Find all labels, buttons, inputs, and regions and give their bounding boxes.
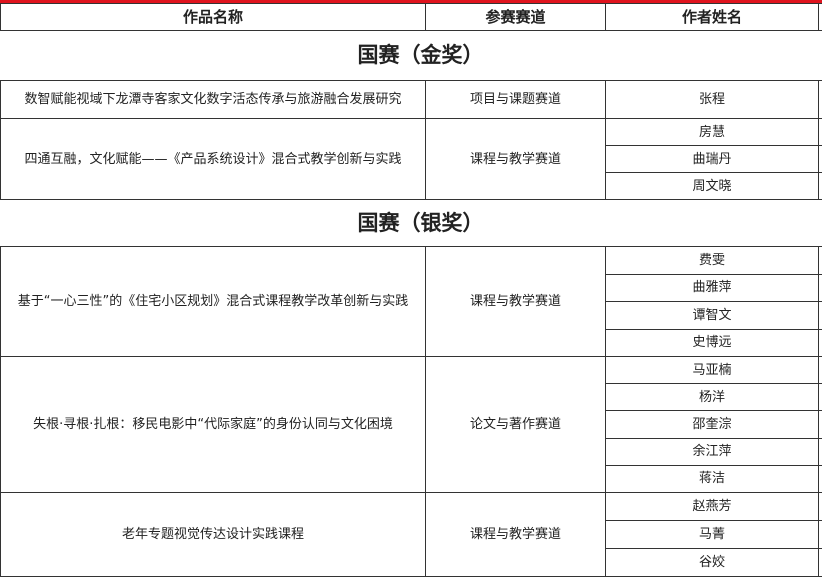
col-header-authors: 作者姓名 (605, 3, 819, 31)
table-header: 作品名称 参赛赛道 作者姓名 (0, 3, 822, 31)
author-name: 曲雅萍 (605, 273, 819, 302)
extra-cell (818, 410, 822, 439)
extra-cell (818, 519, 822, 549)
table-row: 周文晓 (1, 172, 822, 200)
table-row: 马菁 (1, 519, 822, 549)
extra-cell (818, 491, 822, 521)
extra-cell (818, 172, 822, 200)
author-name: 房慧 (605, 118, 819, 146)
entry-track: 论文与著作赛道 (425, 356, 606, 493)
extra-cell (818, 145, 822, 173)
table-row: 曲瑞丹 (1, 145, 822, 173)
entry-title: 失根·寻根·扎根：移民电影中“代际家庭”的身份认同与文化困境 (0, 356, 426, 493)
table-row: 曲雅萍 (1, 273, 822, 302)
section-heading: 国赛（银奖） (0, 199, 822, 247)
author-name: 费雯 (605, 246, 819, 275)
table-row: 基于“一心三性”的《住宅小区规划》混合式课程教学改革创新与实践 课程与教学赛道 费雯 (0, 246, 822, 357)
extra-cell (818, 301, 822, 330)
extra-cell (818, 355, 822, 385)
extra-cell (818, 273, 822, 302)
extra-cell (818, 383, 822, 412)
author-name: 马亚楠 (605, 355, 819, 385)
entry-track: 课程与教学赛道 (425, 491, 606, 577)
extra-cell (818, 437, 822, 466)
extra-cell (818, 80, 822, 119)
col-header-track: 参赛赛道 (425, 3, 606, 31)
author-name: 史博远 (605, 328, 819, 357)
entry-title: 四通互融，文化赋能——《产品系统设计》混合式教学创新与实践 (0, 118, 426, 200)
entry-track: 课程与教学赛道 (425, 118, 606, 200)
extra-cell (818, 246, 822, 275)
table-row: 数智赋能视域下龙潭寺客家文化数字活态传承与旅游融合发展研究 项目与课题赛道 张程 (0, 80, 822, 119)
author-name: 周文晓 (605, 172, 819, 200)
section-heading: 国赛（金奖） (0, 30, 822, 81)
extra-cell (818, 118, 822, 146)
author-name: 邵奎淙 (605, 410, 819, 439)
author-name: 张程 (605, 80, 819, 119)
extra-cell (818, 464, 822, 493)
entry-track: 项目与课题赛道 (425, 80, 606, 119)
author-name: 余江萍 (605, 437, 819, 466)
col-header-title: 作品名称 (0, 3, 426, 31)
entry-title: 老年专题视觉传达设计实践课程 (0, 491, 426, 577)
table-row: 老年专题视觉传达设计实践课程 课程与教学赛道 赵燕芳 (0, 491, 822, 577)
author-name: 谷姣 (605, 547, 819, 577)
awards-table: 作品名称 参赛赛道 作者姓名 国赛（金奖） 数智赋能视域下龙潭寺客家文化数字活态传… (0, 3, 822, 577)
entry-title: 数智赋能视域下龙潭寺客家文化数字活态传承与旅游融合发展研究 (0, 80, 426, 119)
section-row: 国赛（银奖） (0, 199, 822, 247)
author-name: 马菁 (605, 519, 819, 549)
author-name: 曲瑞丹 (605, 145, 819, 173)
table-row: 失根·寻根·扎根：移民电影中“代际家庭”的身份认同与文化困境 论文与著作赛道 马亚楠 (0, 355, 822, 493)
author-name: 谭智文 (605, 301, 819, 330)
table-row: 余江萍 (1, 437, 822, 466)
section-row: 国赛（金奖） (0, 30, 822, 81)
entry-track: 课程与教学赛道 (425, 246, 606, 357)
top-red-bar (0, 0, 822, 3)
table-row: 四通互融，文化赋能——《产品系统设计》混合式教学创新与实践 课程与教学赛道 房慧 (0, 118, 822, 200)
author-name: 赵燕芳 (605, 491, 819, 521)
extra-cell (818, 328, 822, 357)
table-row: 谷姣 (1, 547, 822, 577)
extra-cell (818, 547, 822, 577)
entry-title: 基于“一心三性”的《住宅小区规划》混合式课程教学改革创新与实践 (0, 246, 426, 357)
author-name: 杨洋 (605, 383, 819, 412)
author-name: 蒋洁 (605, 464, 819, 493)
col-header-extra (818, 3, 822, 31)
table-row: 蒋洁 (1, 464, 822, 493)
